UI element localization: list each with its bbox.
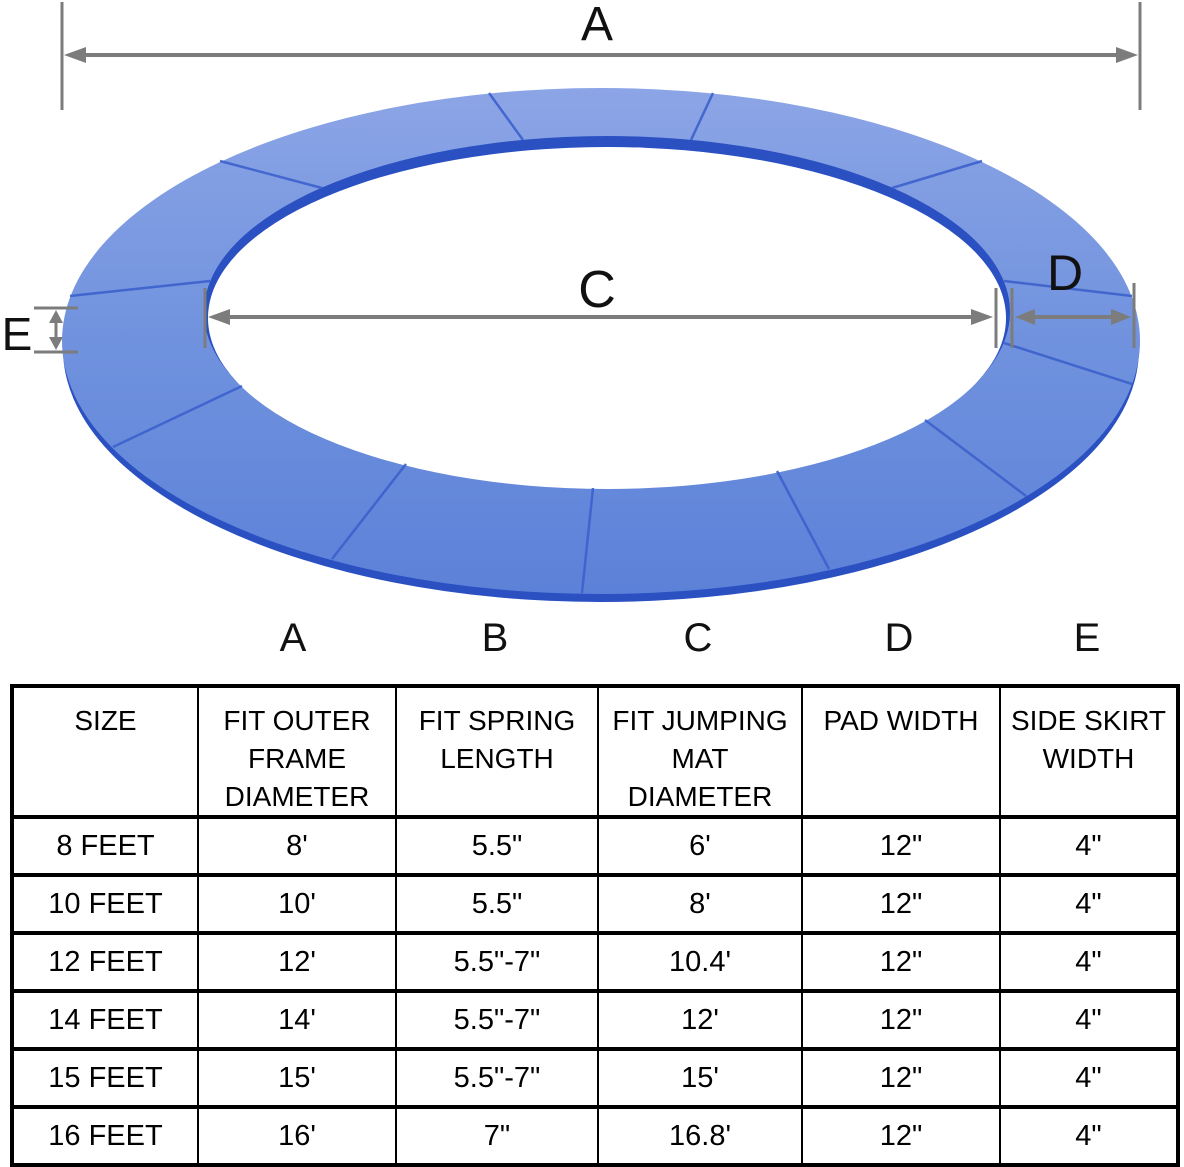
dim-d-label: D — [1047, 245, 1083, 301]
header-row: SIZE FIT OUTER FRAME DIAMETER FIT SPRING L… — [11, 683, 1179, 820]
row-size-cell: 14 FEET — [11, 989, 199, 1052]
row-value-cell: 5.5" — [395, 873, 599, 936]
dim-e: E — [2, 306, 78, 360]
row-value-cell: 12" — [801, 873, 1001, 936]
row-size-cell: 12 FEET — [11, 931, 199, 994]
row-value-cell: 10' — [197, 873, 397, 936]
row-value-cell: 8' — [197, 815, 397, 878]
column-header-5: SIDE SKIRT WIDTH — [999, 683, 1179, 820]
row-size-cell: 10 FEET — [11, 873, 199, 936]
dim-e-label: E — [2, 308, 33, 360]
row-value-cell: 6' — [597, 815, 803, 878]
column-header-4: PAD WIDTH — [801, 683, 1001, 820]
table-row: 8 FEET 8' 5.5" 6' 12" 4" — [11, 815, 1179, 878]
row-value-cell: 16.8' — [597, 1105, 803, 1167]
pad-segment-seams — [69, 92, 1133, 594]
row-value-cell: 10.4' — [597, 931, 803, 994]
column-header-1: FIT OUTER FRAME DIAMETER — [197, 683, 397, 820]
row-value-cell: 4" — [999, 1047, 1179, 1110]
row-value-cell: 7" — [395, 1105, 599, 1167]
row-value-cell: 12' — [597, 989, 803, 1052]
column-header-3: FIT JUMPING MAT DIAMETER — [597, 683, 803, 820]
row-value-cell: 4" — [999, 1105, 1179, 1167]
column-letter-d: D — [884, 616, 914, 660]
column-letter-c: C — [683, 616, 713, 660]
row-value-cell: 12' — [197, 931, 397, 994]
pad-diagram: A C D — [2, 0, 1142, 602]
row-value-cell: 12" — [801, 1047, 1001, 1110]
column-header-2: FIT SPRING LENGTH — [395, 683, 599, 820]
row-value-cell: 8' — [597, 873, 803, 936]
dim-a: A — [60, 0, 1142, 110]
size-table-body: 8 FEET 8' 5.5" 6' 12" 4" 10 FEET 10' 5.5" 8' 12" 4"… — [11, 815, 1179, 1167]
dim-d: D — [1010, 245, 1136, 348]
dim-d-arrowheads — [1015, 309, 1131, 325]
column-header-0: SIZE — [11, 683, 199, 820]
row-value-cell: 15' — [197, 1047, 397, 1110]
row-value-cell: 4" — [999, 873, 1179, 936]
row-value-cell: 5.5" — [395, 815, 599, 878]
dim-c-arrowheads — [208, 309, 993, 325]
table-row: 16 FEET 16' 7" 16.8' 12" 4" — [11, 1105, 1179, 1167]
column-letter-a: A — [279, 616, 307, 660]
row-value-cell: 5.5"-7" — [395, 989, 599, 1052]
row-value-cell: 12" — [801, 1105, 1001, 1167]
table-row: 12 FEET 12' 5.5"-7" 10.4' 12" 4" — [11, 931, 1179, 994]
row-size-cell: 15 FEET — [11, 1047, 199, 1110]
dim-c: C — [203, 261, 998, 348]
row-value-cell: 16' — [197, 1105, 397, 1167]
row-value-cell: 15' — [597, 1047, 803, 1110]
dim-c-label: C — [578, 261, 616, 319]
dim-a-label: A — [581, 0, 613, 51]
row-value-cell: 4" — [999, 931, 1179, 994]
column-letter-e: E — [1073, 616, 1101, 660]
row-value-cell: 12" — [801, 931, 1001, 994]
trampoline-pad-illustration: A C D — [2, 0, 1142, 602]
row-size-cell: 8 FEET — [11, 815, 199, 878]
size-chart-table: SIZE FIT OUTER FRAME DIAMETER FIT SPRING L… — [10, 683, 1180, 1167]
row-value-cell: 14' — [197, 989, 397, 1052]
row-value-cell: 5.5"-7" — [395, 1047, 599, 1110]
dim-e-arrowheads — [49, 310, 63, 350]
column-letter-b: B — [481, 616, 509, 660]
pad-ring-surface — [62, 88, 1140, 594]
row-value-cell: 12" — [801, 815, 1001, 878]
table-row: 15 FEET 15' 5.5"-7" 15' 12" 4" — [11, 1047, 1179, 1110]
column-letters-row: A B C D E — [0, 612, 1184, 684]
row-value-cell: 12" — [801, 989, 1001, 1052]
table-row: 14 FEET 14' 5.5"-7" 12' 12" 4" — [11, 989, 1179, 1052]
table-row: 10 FEET 10' 5.5" 8' 12" 4" — [11, 873, 1179, 936]
dim-a-arrowheads — [64, 47, 1138, 63]
row-value-cell: 5.5"-7" — [395, 931, 599, 994]
row-value-cell: 4" — [999, 815, 1179, 878]
row-size-cell: 16 FEET — [11, 1105, 199, 1167]
row-value-cell: 4" — [999, 989, 1179, 1052]
